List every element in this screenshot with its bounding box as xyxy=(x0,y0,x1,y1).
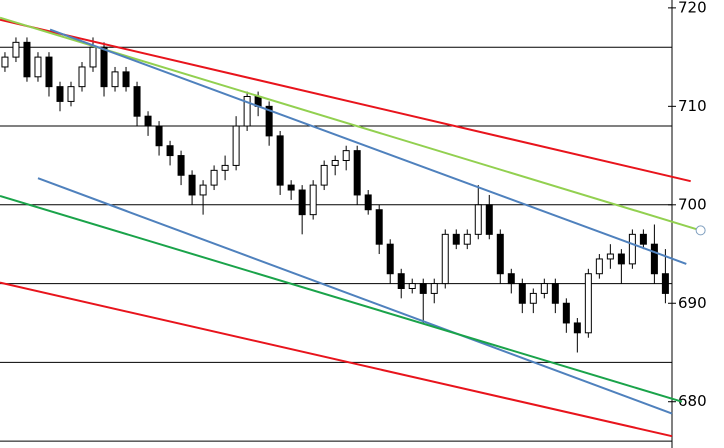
candle-body xyxy=(122,71,130,88)
y-tick-label: 720 xyxy=(678,0,707,16)
candle-body xyxy=(584,273,592,334)
candle-body xyxy=(573,322,581,334)
candle-body xyxy=(650,243,658,275)
candle-body xyxy=(89,46,97,68)
candle-body xyxy=(386,243,394,275)
candle-body xyxy=(276,135,284,186)
candle-body xyxy=(221,164,229,171)
y-tick-label: 690 xyxy=(678,294,707,312)
candle-body xyxy=(551,283,559,304)
candle-body xyxy=(12,41,20,58)
candle-body xyxy=(177,155,185,176)
candle-body xyxy=(298,189,306,216)
candle-body xyxy=(408,283,416,289)
candle-body xyxy=(1,56,9,68)
candle-body xyxy=(661,273,669,294)
candle-body xyxy=(507,273,515,285)
candle-body xyxy=(144,115,152,127)
candle-body xyxy=(188,174,196,196)
candle-body xyxy=(78,66,86,88)
candle-body xyxy=(199,184,207,196)
trend-line xyxy=(0,281,673,438)
candle-body xyxy=(463,233,471,245)
y-tick-label: 680 xyxy=(678,392,707,410)
candle-body xyxy=(133,86,141,117)
candle-body xyxy=(67,86,75,102)
candle-body xyxy=(320,164,328,186)
candle-body xyxy=(364,194,372,211)
candle-body xyxy=(45,56,53,88)
candle-body xyxy=(639,233,647,245)
y-tick-label: 700 xyxy=(678,195,707,213)
candle-body xyxy=(595,258,603,275)
candle-body xyxy=(232,125,240,166)
candle-body xyxy=(606,253,614,260)
trend-line xyxy=(37,177,673,415)
candle-body xyxy=(111,71,119,88)
candle-body xyxy=(342,150,350,161)
trend-line-handle xyxy=(695,225,706,236)
candle-body xyxy=(309,184,317,216)
candle-body xyxy=(210,169,218,186)
candle-body xyxy=(617,253,625,265)
trend-line xyxy=(49,28,687,265)
candle-body xyxy=(265,105,273,137)
candle-body xyxy=(485,204,493,235)
candle-body xyxy=(331,159,339,166)
candle-body xyxy=(397,273,405,289)
candle-body xyxy=(474,204,482,235)
y-tick-label: 710 xyxy=(678,97,707,115)
candle-body xyxy=(287,184,295,191)
candle-body xyxy=(518,283,526,304)
candle-body xyxy=(419,283,427,294)
trend-line xyxy=(0,18,691,183)
candle-body xyxy=(441,233,449,285)
candle-body xyxy=(155,125,163,147)
candle-body xyxy=(496,233,504,275)
candle-body xyxy=(375,209,383,245)
candle-body xyxy=(166,145,174,157)
candle-body xyxy=(100,46,108,88)
candle-body xyxy=(34,56,42,78)
candle-body xyxy=(540,283,548,294)
candle-body xyxy=(430,283,438,294)
candle-body xyxy=(23,41,31,78)
trend-line xyxy=(0,194,683,403)
candle-body xyxy=(529,292,537,304)
candle-body xyxy=(243,95,251,127)
candle-body xyxy=(562,302,570,324)
candle-body xyxy=(452,233,460,245)
candle-body xyxy=(628,233,636,265)
candle-body xyxy=(353,150,361,196)
candle-body xyxy=(56,86,64,102)
